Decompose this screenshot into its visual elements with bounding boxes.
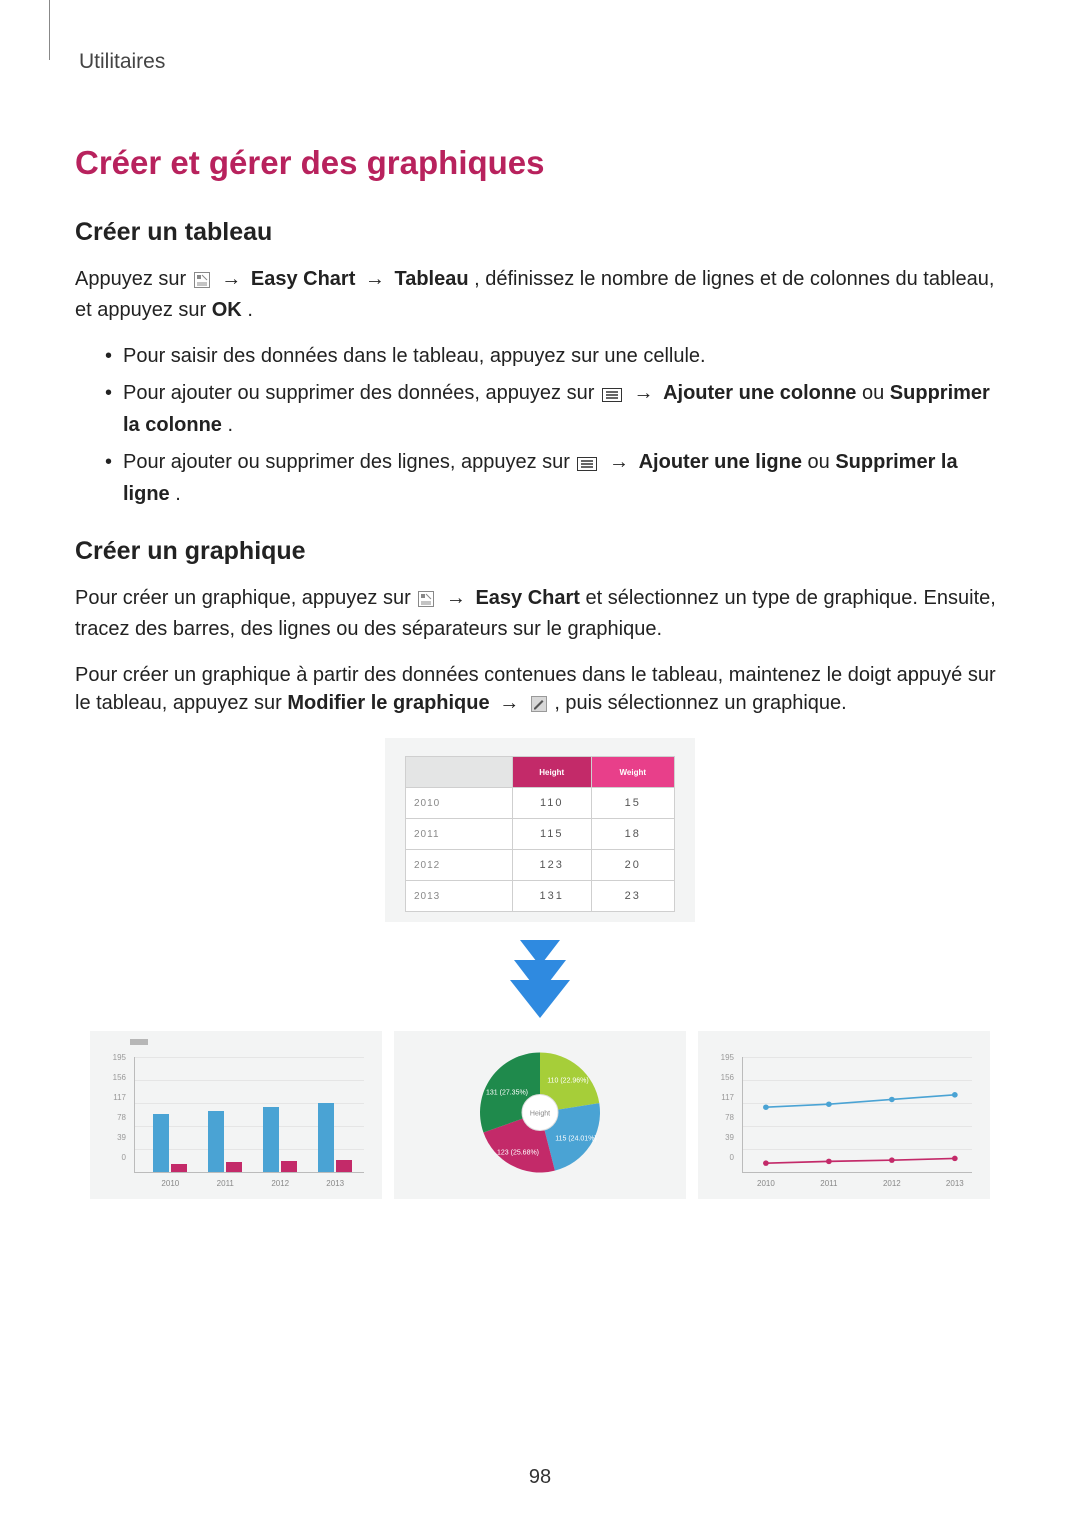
arrow-text: → <box>634 382 660 404</box>
arrow-text: → <box>446 587 472 609</box>
text-bold: OK <box>212 299 242 321</box>
text: , puis sélectionnez un graphique. <box>554 692 846 714</box>
menu-icon <box>602 382 622 411</box>
down-arrow-icon <box>90 940 990 1023</box>
insert-icon <box>418 587 434 615</box>
text-bold: Easy Chart <box>251 268 356 290</box>
xtick: 2012 <box>271 1179 289 1188</box>
line-plot-area: 2010 2011 2012 2013 <box>742 1057 972 1173</box>
menu-icon <box>577 451 597 480</box>
arrow-text: → <box>609 451 635 473</box>
table-cell: 18 <box>591 819 675 850</box>
ytick: 195 <box>710 1053 734 1062</box>
pie-chart: Height 110 (22.96%) 115 (24.01%) 123 (25… <box>394 1031 686 1199</box>
text: Pour ajouter ou supprimer des lignes, ap… <box>123 451 575 473</box>
list-item: Pour saisir des données dans le tableau,… <box>105 342 1005 371</box>
ytick: 156 <box>102 1073 126 1082</box>
paragraph-chart-from-table: Pour créer un graphique à partir des don… <box>75 661 1005 720</box>
text-bold: Easy Chart <box>475 587 580 609</box>
text: . <box>247 299 253 321</box>
arrow-text: → <box>365 268 391 290</box>
arrow-text: → <box>221 268 247 290</box>
table-cell: 115 <box>512 819 591 850</box>
ytick: 156 <box>710 1073 734 1082</box>
margin-rule <box>49 0 50 60</box>
legend-swatch <box>130 1039 148 1045</box>
xtick: 2013 <box>326 1179 344 1188</box>
ytick: 39 <box>102 1133 126 1142</box>
table-row: 2011 115 18 <box>406 819 675 850</box>
text: ou <box>808 451 836 473</box>
xtick: 2013 <box>946 1179 964 1188</box>
xtick: 2011 <box>217 1179 234 1188</box>
ytick: 117 <box>710 1093 734 1102</box>
ytick: 117 <box>102 1093 126 1102</box>
arrow-text: → <box>499 692 525 714</box>
text-bold: Ajouter une colonne <box>663 382 856 404</box>
table-cell: 2010 <box>406 788 513 819</box>
xtick: 2010 <box>161 1179 179 1188</box>
ytick: 78 <box>710 1113 734 1122</box>
data-table: Height Weight 2010 110 15 2011 115 18 20… <box>405 756 675 912</box>
text: Pour ajouter ou supprimer des données, a… <box>123 382 600 404</box>
heading-create-table: Créer un tableau <box>75 218 1005 247</box>
pie-wrap: Height 110 (22.96%) 115 (24.01%) 123 (25… <box>465 1038 615 1193</box>
paragraph-chart-intro: Pour créer un graphique, appuyez sur → E… <box>75 584 1005 643</box>
section-header: Utilitaires <box>79 50 1005 74</box>
page: Utilitaires Créer et gérer des graphique… <box>0 0 1080 1527</box>
table-row: 2010 110 15 <box>406 788 675 819</box>
table-cell: 2012 <box>406 850 513 881</box>
ytick: 78 <box>102 1113 126 1122</box>
list-item: Pour ajouter ou supprimer des lignes, ap… <box>105 448 1005 509</box>
table-header: Weight <box>591 757 675 788</box>
list-item: Pour ajouter ou supprimer des données, a… <box>105 379 1005 440</box>
table-row: Height Weight <box>406 757 675 788</box>
pie-slice-label: 110 (22.96%) <box>547 1078 589 1085</box>
insert-icon <box>194 268 210 296</box>
text: Appuyez sur <box>75 268 192 290</box>
bar-chart: 195 156 117 78 39 0 2010 <box>90 1031 382 1199</box>
xtick: 2010 <box>757 1179 775 1188</box>
line-chart: 195 156 117 78 39 0 <box>698 1031 990 1199</box>
xtick: 2011 <box>820 1179 837 1188</box>
table-row: 2013 131 23 <box>406 881 675 912</box>
table-cell: 110 <box>512 788 591 819</box>
bar-plot-area: 2010 2011 2012 2013 <box>134 1057 364 1173</box>
heading-create-chart: Créer un graphique <box>75 537 1005 566</box>
table-cell: 123 <box>512 850 591 881</box>
text: Pour créer un graphique, appuyez sur <box>75 587 416 609</box>
ytick: 0 <box>102 1153 126 1162</box>
edit-icon <box>531 692 547 720</box>
table-cell: 2013 <box>406 881 513 912</box>
text-bold: Ajouter une ligne <box>639 451 802 473</box>
table-cell: 15 <box>591 788 675 819</box>
text: . <box>227 414 233 436</box>
table-panel: Height Weight 2010 110 15 2011 115 18 20… <box>385 738 695 922</box>
table-row: 2012 123 20 <box>406 850 675 881</box>
ytick: 195 <box>102 1053 126 1062</box>
paragraph-table-intro: Appuyez sur → Easy Chart → Tableau , déf… <box>75 265 1005 324</box>
charts-row: 195 156 117 78 39 0 2010 <box>90 1031 990 1199</box>
xtick: 2012 <box>883 1179 901 1188</box>
text-bold: Modifier le graphique <box>287 692 489 714</box>
bullet-list-table: Pour saisir des données dans le tableau,… <box>75 342 1005 509</box>
text: ou <box>862 382 890 404</box>
table-header: Height <box>512 757 591 788</box>
pie-slice-label: 131 (27.35%) <box>486 1090 528 1097</box>
pie-slice-label: 123 (25.68%) <box>497 1150 539 1157</box>
table-cell: 131 <box>512 881 591 912</box>
table-cell: 23 <box>591 881 675 912</box>
ytick: 39 <box>710 1133 734 1142</box>
table-corner <box>406 757 513 788</box>
table-cell: 2011 <box>406 819 513 850</box>
pie-center-label: Height <box>530 1111 550 1118</box>
page-number: 98 <box>0 1466 1080 1489</box>
text-bold: Tableau <box>394 268 468 290</box>
text: . <box>175 483 181 505</box>
page-title: Créer et gérer des graphiques <box>75 144 1005 182</box>
pie-slice-label: 115 (24.01%) <box>555 1136 597 1143</box>
figure: Height Weight 2010 110 15 2011 115 18 20… <box>90 738 990 1199</box>
table-cell: 20 <box>591 850 675 881</box>
ytick: 0 <box>710 1153 734 1162</box>
